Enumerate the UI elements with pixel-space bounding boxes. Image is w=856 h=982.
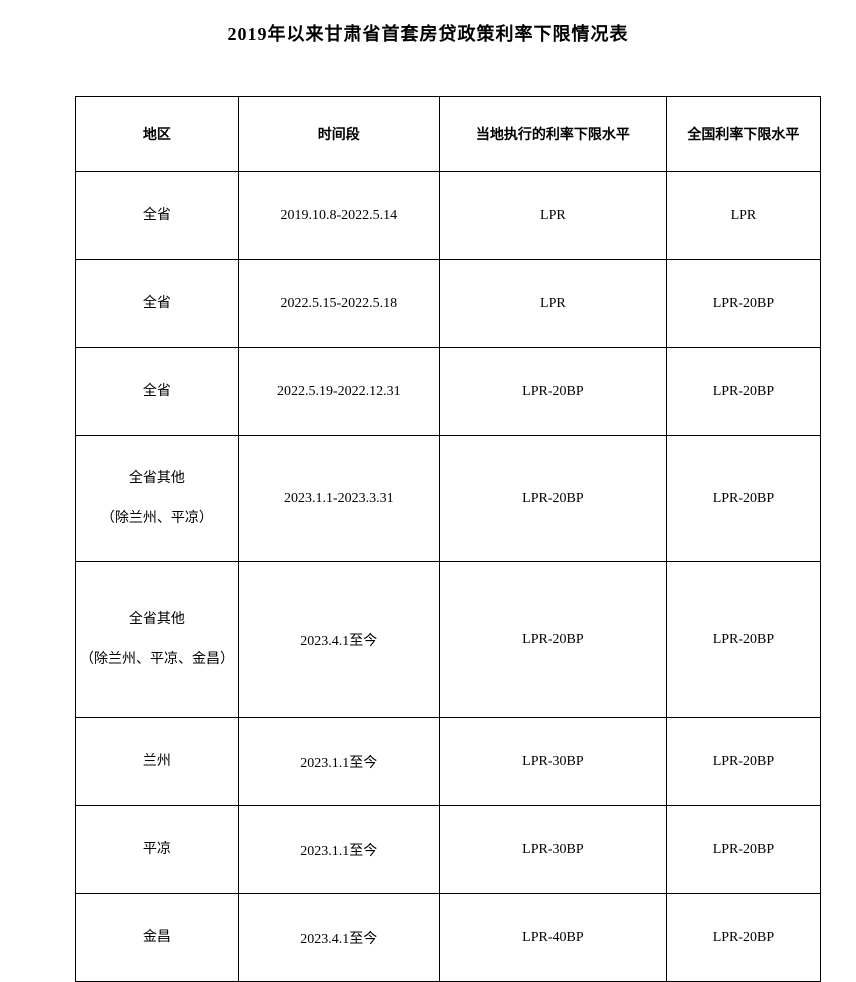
table-row: 全省2022.5.15-2022.5.18LPRLPR-20BP (76, 260, 821, 348)
cell-local-rate: LPR-20BP (439, 562, 666, 718)
cell-national-rate: LPR-20BP (666, 718, 820, 806)
cell-region: 全省 (76, 348, 239, 436)
cell-region: 全省 (76, 260, 239, 348)
cell-local-rate: LPR-20BP (439, 348, 666, 436)
header-local-rate: 当地执行的利率下限水平 (439, 97, 666, 172)
cell-national-rate: LPR-20BP (666, 806, 820, 894)
cell-period: 2019.10.8-2022.5.14 (238, 172, 439, 260)
header-national-rate: 全国利率下限水平 (666, 97, 820, 172)
cell-national-rate: LPR (666, 172, 820, 260)
table-container: 地区 时间段 当地执行的利率下限水平 全国利率下限水平 全省2019.10.8-… (0, 96, 856, 982)
cell-region: 全省其他（除兰州、平凉） (76, 436, 239, 562)
cell-region: 兰州 (76, 718, 239, 806)
cell-local-rate: LPR-30BP (439, 718, 666, 806)
cell-period: 2023.4.1至今 (238, 894, 439, 982)
table-body: 全省2019.10.8-2022.5.14LPRLPR全省2022.5.15-2… (76, 172, 821, 982)
rate-table: 地区 时间段 当地执行的利率下限水平 全国利率下限水平 全省2019.10.8-… (75, 96, 821, 982)
header-region: 地区 (76, 97, 239, 172)
cell-national-rate: LPR-20BP (666, 260, 820, 348)
cell-national-rate: LPR-20BP (666, 562, 820, 718)
cell-period: 2023.1.1-2023.3.31 (238, 436, 439, 562)
cell-region: 全省 (76, 172, 239, 260)
cell-region: 金昌 (76, 894, 239, 982)
cell-national-rate: LPR-20BP (666, 894, 820, 982)
table-row: 全省2019.10.8-2022.5.14LPRLPR (76, 172, 821, 260)
cell-national-rate: LPR-20BP (666, 348, 820, 436)
table-row: 全省其他（除兰州、平凉、金昌）2023.4.1至今LPR-20BPLPR-20B… (76, 562, 821, 718)
cell-period: 2023.1.1至今 (238, 718, 439, 806)
cell-period: 2022.5.19-2022.12.31 (238, 348, 439, 436)
cell-period: 2023.4.1至今 (238, 562, 439, 718)
cell-local-rate: LPR-20BP (439, 436, 666, 562)
table-row: 全省2022.5.19-2022.12.31LPR-20BPLPR-20BP (76, 348, 821, 436)
cell-region: 平凉 (76, 806, 239, 894)
table-row: 全省其他（除兰州、平凉）2023.1.1-2023.3.31LPR-20BPLP… (76, 436, 821, 562)
table-row: 金昌2023.4.1至今LPR-40BPLPR-20BP (76, 894, 821, 982)
cell-region: 全省其他（除兰州、平凉、金昌） (76, 562, 239, 718)
cell-local-rate: LPR (439, 172, 666, 260)
cell-period: 2022.5.15-2022.5.18 (238, 260, 439, 348)
table-row: 兰州2023.1.1至今LPR-30BPLPR-20BP (76, 718, 821, 806)
cell-local-rate: LPR-30BP (439, 806, 666, 894)
page-title: 2019年以来甘肃省首套房贷政策利率下限情况表 (0, 20, 856, 46)
cell-local-rate: LPR-40BP (439, 894, 666, 982)
header-period: 时间段 (238, 97, 439, 172)
cell-national-rate: LPR-20BP (666, 436, 820, 562)
cell-local-rate: LPR (439, 260, 666, 348)
table-row: 平凉2023.1.1至今LPR-30BPLPR-20BP (76, 806, 821, 894)
cell-period: 2023.1.1至今 (238, 806, 439, 894)
table-header-row: 地区 时间段 当地执行的利率下限水平 全国利率下限水平 (76, 97, 821, 172)
